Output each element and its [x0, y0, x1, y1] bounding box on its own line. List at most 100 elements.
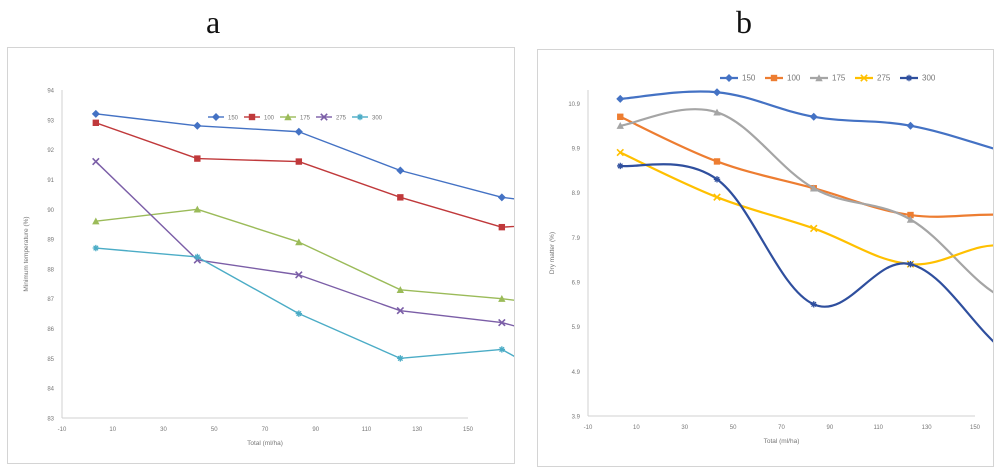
chart-a-series-1-point-3 — [397, 194, 404, 201]
chart-a-xtick-7: 130 — [412, 427, 423, 433]
chart-a-y-label: Minimum temperature (%) — [23, 216, 30, 291]
chart-b-legend-item-2: 175 — [810, 74, 846, 83]
chart-a-xtick-5: 90 — [312, 427, 319, 433]
chart-b-series-0-point-2 — [809, 112, 818, 121]
chart-b: 3.9 4.9 5.9 6.9 7.9 8.9 9.9 10.9 -10 10 30 50 70 90 11… — [549, 74, 1000, 445]
chart-a-frame: 83 84 85 86 87 88 89 90 91 92 93 94 -10 10 30 50 70 90 110… — [7, 47, 608, 464]
chart-b-legend-item-0: 150 — [720, 74, 756, 83]
chart-a-ytick-3: 86 — [47, 327, 54, 333]
chart-b-series-0-point-1 — [713, 88, 721, 97]
chart-a-ytick-7: 90 — [47, 208, 54, 214]
chart-a-series-2-point-0 — [92, 217, 100, 225]
chart-a-xtick-8: 150 — [463, 427, 474, 433]
chart-a-x-label: Total (ml/ha) — [247, 440, 283, 447]
chart-b-series-2-point-1 — [713, 108, 721, 116]
chart-a-series-0-point-2 — [294, 127, 303, 136]
chart-a-xtick-4: 70 — [262, 427, 269, 433]
chart-b-series-2-point-3 — [906, 215, 915, 223]
chart-a-ytick-6: 89 — [47, 238, 54, 244]
chart-b-series-0-point-3 — [906, 121, 915, 130]
chart-a-legend-item-3: 275 — [316, 113, 347, 122]
chart-a-xtick-0: -10 — [58, 427, 67, 433]
chart-b-xtick-6: 110 — [873, 425, 883, 431]
chart-b-legend-label-4: 300 — [922, 74, 936, 83]
chart-b-xtick-2: 30 — [681, 425, 688, 431]
chart-a-ytick-1: 84 — [47, 387, 54, 393]
chart-b-legend-item-1: 100 — [765, 74, 801, 83]
chart-b-series-4-point-1 — [713, 176, 721, 183]
chart-b-legend-item-4: 300 — [900, 74, 936, 83]
chart-a-legend-marker-2 — [284, 113, 292, 121]
chart-b-ytick-6: 9.9 — [572, 147, 581, 153]
chart-a-legend-label-2: 175 — [300, 116, 311, 122]
chart-a-legend-marker-4 — [356, 113, 364, 121]
chart-b-frame: 3.9 4.9 5.9 6.9 7.9 8.9 9.9 10.9 -10 10 30 50 70 90 11… — [537, 49, 1000, 467]
chart-a-series-3-point-3 — [396, 306, 405, 315]
chart-a-series-3-point-2 — [295, 271, 303, 279]
chart-b-series-3-point-1 — [713, 193, 721, 201]
chart-a-series-2-point-3 — [396, 286, 405, 293]
chart-a-series-0-line — [95, 113, 605, 210]
chart-b-xtick-5: 90 — [827, 425, 834, 431]
chart-a-xtick-6: 110 — [362, 427, 372, 433]
chart-a-ytick-11: 94 — [47, 89, 54, 95]
chart-b-ytick-1: 4.9 — [572, 370, 581, 376]
chart-b-series-4-point-3 — [907, 260, 914, 268]
chart-b-legend-marker-0 — [725, 74, 733, 82]
chart-a-ytick-8: 91 — [47, 178, 54, 184]
chart-b-legend-marker-3 — [860, 74, 868, 82]
chart-a-series-3-point-0 — [92, 157, 100, 166]
chart-b-series-0-line — [619, 90, 1000, 152]
chart-b-series-4-point-0 — [617, 162, 624, 170]
chart-b-xtick-0: -10 — [584, 425, 593, 431]
chart-a-series-1-point-0 — [92, 119, 100, 126]
chart-a-series-3-line — [95, 160, 605, 351]
chart-a-series-4-point-3 — [397, 355, 404, 362]
chart-b-ytick-0: 3.9 — [572, 415, 581, 421]
chart-b-xtick-7: 130 — [922, 425, 933, 431]
chart-a-series-3-point-4 — [498, 318, 506, 327]
chart-a-legend-item-0: 150 — [208, 113, 239, 122]
chart-a-series-4-point-1 — [194, 253, 201, 261]
chart-a-legend-label-0: 150 — [228, 116, 239, 122]
chart-b-x-label: Total (ml/ha) — [764, 438, 800, 445]
chart-b-y-label: Dry matter (%) — [549, 232, 556, 274]
chart-a-series-4-line — [95, 247, 605, 407]
chart-b-ytick-4: 7.9 — [572, 236, 581, 242]
chart-a-series-1-point-1 — [194, 155, 201, 162]
chart-b-ytick-2: 5.9 — [572, 325, 581, 331]
chart-a-ytick-5: 88 — [47, 267, 54, 273]
chart-a: 83 84 85 86 87 88 89 90 91 92 93 94 -10 10 30 50 70 90 110… — [23, 89, 608, 447]
chart-b-series-1-point-3 — [907, 211, 914, 219]
chart-b-series-2-point-2 — [810, 184, 818, 192]
chart-b-legend-marker-4 — [905, 74, 913, 82]
chart-a-ytick-2: 85 — [47, 357, 54, 363]
chart-b-ytick-3: 6.9 — [572, 281, 581, 287]
chart-a-xtick-1: 10 — [109, 427, 116, 433]
chart-a-legend-item-2: 175 — [280, 113, 311, 122]
chart-b-series-4-point-2 — [810, 301, 817, 308]
chart-a-legend-label-1: 100 — [264, 116, 275, 122]
chart-a-ytick-0: 83 — [47, 417, 54, 423]
chart-a-series-0-point-1 — [193, 121, 202, 130]
chart-b-series-3-line — [619, 151, 1000, 266]
chart-a-series-4-point-0 — [92, 244, 100, 252]
chart-a-legend-marker-0 — [212, 113, 220, 121]
chart-a-xtick-2: 30 — [160, 427, 167, 433]
chart-b-legend-marker-1 — [770, 74, 778, 82]
chart-a-series-4-point-2 — [295, 310, 303, 317]
chart-b-xtick-3: 50 — [730, 425, 737, 431]
chart-a-series-1-point-4 — [498, 223, 506, 231]
chart-b-xtick-8: 150 — [970, 425, 981, 431]
chart-b-legend-label-1: 100 — [787, 74, 801, 83]
chart-a-series-0-point-4 — [497, 193, 506, 202]
chart-b-xtick-4: 70 — [778, 425, 785, 431]
chart-b-ytick-7: 10.9 — [568, 102, 580, 108]
chart-a-legend-item-1: 100 — [244, 113, 275, 122]
panel-label-b: b — [736, 4, 752, 40]
chart-a-series-0-point-3 — [396, 166, 405, 175]
chart-b-series-1-point-0 — [617, 113, 624, 120]
chart-b-legend-label-2: 175 — [832, 74, 846, 83]
chart-b-series-1-point-1 — [713, 158, 721, 165]
chart-b-series-3-point-2 — [809, 224, 818, 233]
